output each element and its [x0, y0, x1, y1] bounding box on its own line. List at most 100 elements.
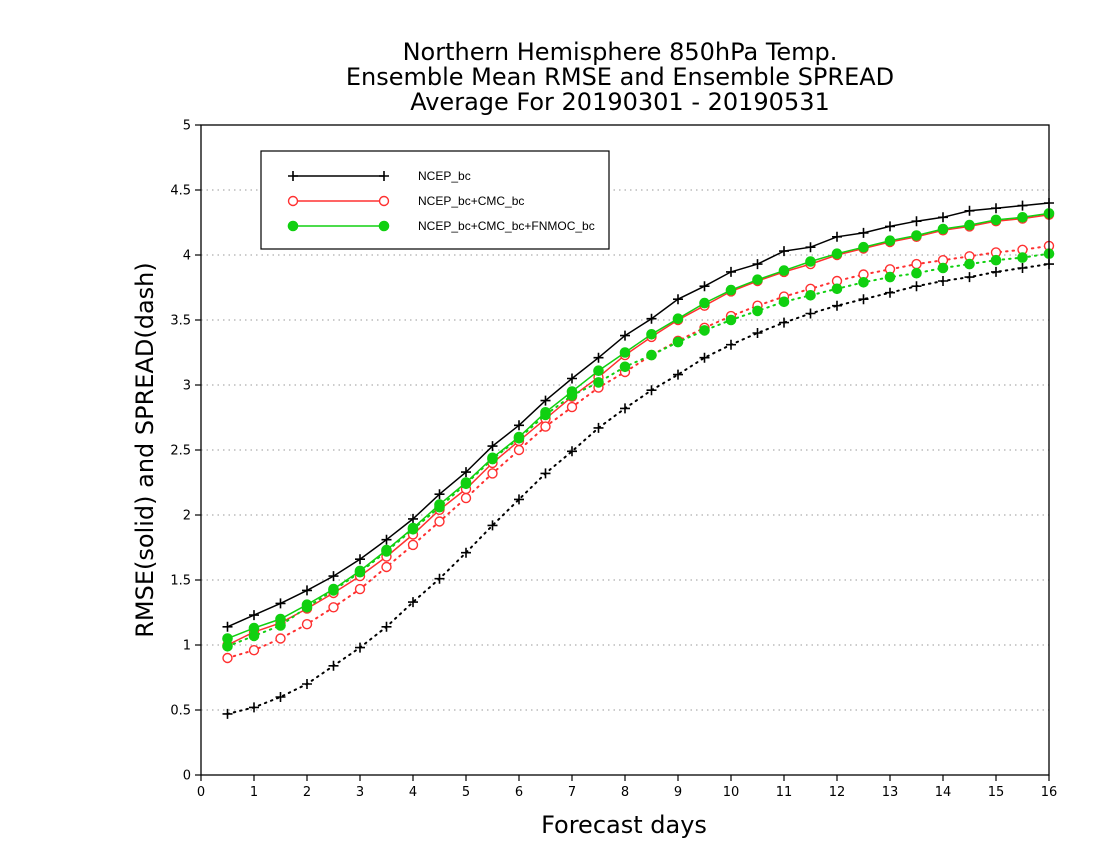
data-point — [354, 583, 366, 595]
data-point — [513, 444, 525, 456]
data-point — [831, 283, 843, 295]
series-line — [227, 202, 1050, 628]
data-point — [301, 619, 313, 630]
chart-title: Northern Hemisphere 850hPa Temp. Ensembl… — [346, 38, 894, 116]
data-point — [937, 262, 949, 274]
data-point — [885, 287, 895, 298]
data-point — [222, 621, 233, 632]
data-point — [725, 314, 737, 326]
legend-label: NCEP_bc+CMC_bc — [418, 194, 524, 208]
data-point — [461, 547, 471, 558]
legend-item: NCEP_bc+CMC_bc+FNMOC_bc — [287, 219, 595, 233]
y-tick-label: 0.5 — [170, 704, 191, 719]
data-point — [288, 171, 298, 181]
data-point — [858, 227, 869, 238]
data-point — [619, 361, 631, 373]
data-point — [832, 300, 842, 311]
data-point — [646, 349, 657, 361]
data-point — [593, 377, 604, 388]
y-tick-label: 0 — [183, 769, 191, 784]
y-axis-label: RMSE(solid) and SPREAD(dash) — [131, 262, 159, 638]
data-point — [328, 660, 339, 671]
data-point — [249, 702, 259, 713]
data-point — [805, 308, 816, 319]
data-point — [858, 277, 869, 288]
legend-box — [260, 150, 610, 250]
series-ncep-bc-cmc-bc-fnmoc-bc-rmse — [222, 208, 1055, 644]
grid-lines — [201, 189, 1049, 711]
data-point — [964, 258, 975, 270]
data-point — [302, 585, 312, 596]
x-tick-label: 0 — [197, 785, 205, 800]
x-tick-label: 7 — [568, 785, 576, 800]
data-point — [248, 630, 260, 642]
data-point — [831, 248, 843, 259]
data-point — [287, 220, 299, 232]
data-point — [672, 336, 684, 348]
data-point — [301, 602, 313, 613]
data-point — [434, 516, 445, 527]
data-point — [378, 195, 390, 207]
data-point — [646, 385, 657, 396]
data-point — [222, 652, 233, 664]
data-point — [354, 566, 366, 578]
data-point — [408, 597, 418, 608]
data-point — [725, 284, 737, 296]
data-point — [593, 365, 604, 377]
data-point — [1017, 212, 1028, 223]
data-point — [778, 265, 790, 276]
data-point — [885, 221, 895, 232]
data-point — [249, 610, 259, 621]
data-point — [938, 212, 948, 223]
data-point — [302, 679, 312, 689]
data-point — [328, 602, 339, 613]
data-point — [275, 633, 286, 644]
data-point — [540, 421, 551, 432]
data-point — [620, 403, 630, 414]
x-tick-label: 15 — [988, 785, 1005, 800]
chart-title-line-2: Ensemble Mean RMSE and Ensemble SPREAD — [346, 63, 894, 91]
y-tick-label: 1.5 — [170, 574, 191, 589]
legend-item: NCEP_bc — [288, 169, 471, 183]
data-point — [938, 276, 948, 286]
data-point — [248, 645, 260, 656]
x-tick-label: 5 — [462, 785, 470, 800]
data-point — [911, 281, 922, 292]
chart-title-line-3: Average For 20190301 - 20190531 — [410, 88, 830, 116]
data-point — [805, 242, 816, 253]
x-tick-label: 10 — [723, 785, 740, 800]
data-point — [275, 692, 286, 702]
series-ncep-bc-cmc-bc-fnmoc-bc-spread — [222, 248, 1055, 652]
data-point — [222, 708, 233, 719]
data-point — [620, 330, 630, 341]
data-point — [832, 231, 842, 242]
data-point — [699, 325, 710, 336]
data-point — [566, 390, 578, 401]
data-point — [646, 329, 657, 340]
data-point — [434, 573, 445, 584]
data-point — [407, 539, 419, 551]
series-line — [227, 212, 1050, 640]
data-point — [911, 258, 922, 270]
data-point — [673, 369, 683, 380]
data-point — [991, 266, 1001, 277]
data-point — [673, 294, 683, 305]
series-line — [226, 263, 1050, 715]
data-point — [884, 271, 896, 283]
y-tick-label: 2.5 — [170, 444, 191, 459]
data-point — [752, 274, 763, 286]
data-point — [434, 501, 445, 513]
data-point — [460, 492, 472, 504]
data-point — [699, 297, 710, 309]
data-point — [567, 373, 577, 384]
data-point — [805, 256, 816, 267]
data-point — [726, 266, 736, 277]
series-ncep-bc-spread — [222, 259, 1054, 719]
data-point — [540, 395, 551, 406]
data-point — [991, 203, 1001, 214]
data-point — [911, 216, 922, 227]
x-tick-label: 9 — [674, 785, 682, 800]
series-ncep-bc-cmc-bc-rmse — [222, 209, 1055, 651]
data-point — [752, 305, 763, 317]
